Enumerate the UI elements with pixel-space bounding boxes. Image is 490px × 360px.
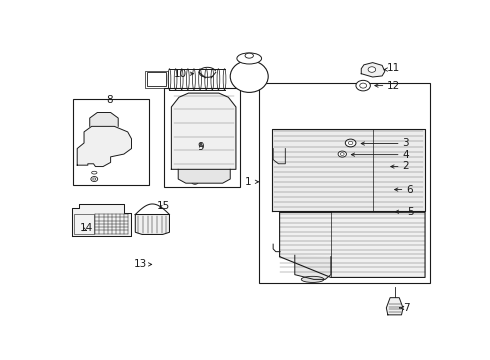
- Text: 4: 4: [402, 150, 409, 159]
- Circle shape: [338, 151, 346, 157]
- Text: 9: 9: [197, 141, 204, 152]
- Circle shape: [356, 80, 370, 91]
- Text: 7: 7: [403, 303, 410, 313]
- Ellipse shape: [92, 171, 97, 174]
- Bar: [74, 214, 95, 234]
- Text: 14: 14: [79, 223, 93, 233]
- Bar: [164, 87, 240, 187]
- Polygon shape: [295, 255, 331, 279]
- Ellipse shape: [192, 174, 197, 176]
- Circle shape: [345, 139, 356, 147]
- Text: 13: 13: [133, 260, 147, 269]
- Polygon shape: [135, 215, 170, 234]
- Circle shape: [368, 67, 376, 72]
- Circle shape: [360, 83, 367, 88]
- Circle shape: [194, 181, 196, 183]
- Text: 15: 15: [156, 201, 170, 211]
- Polygon shape: [280, 212, 425, 278]
- Text: 5: 5: [407, 207, 414, 217]
- Circle shape: [93, 178, 96, 180]
- Circle shape: [91, 176, 98, 181]
- Text: 3: 3: [402, 138, 409, 148]
- Text: 2: 2: [402, 161, 409, 171]
- Text: 6: 6: [406, 185, 413, 194]
- Polygon shape: [77, 126, 131, 167]
- Polygon shape: [72, 204, 131, 236]
- Circle shape: [348, 141, 353, 145]
- Polygon shape: [386, 298, 403, 315]
- Circle shape: [192, 179, 198, 184]
- Text: 11: 11: [387, 63, 400, 73]
- Polygon shape: [361, 63, 385, 77]
- Ellipse shape: [230, 60, 268, 93]
- Bar: [145, 71, 168, 87]
- Text: 10: 10: [173, 69, 187, 79]
- Polygon shape: [178, 169, 230, 183]
- Text: 12: 12: [387, 81, 400, 91]
- Text: 8: 8: [106, 95, 113, 105]
- Text: 1: 1: [245, 177, 252, 187]
- Polygon shape: [90, 112, 118, 126]
- Ellipse shape: [237, 53, 262, 64]
- Bar: [73, 99, 148, 185]
- Bar: [147, 72, 166, 86]
- Ellipse shape: [301, 276, 324, 283]
- Ellipse shape: [245, 53, 253, 58]
- Polygon shape: [272, 129, 425, 211]
- Circle shape: [341, 153, 344, 156]
- Bar: [259, 84, 430, 283]
- Polygon shape: [172, 93, 236, 169]
